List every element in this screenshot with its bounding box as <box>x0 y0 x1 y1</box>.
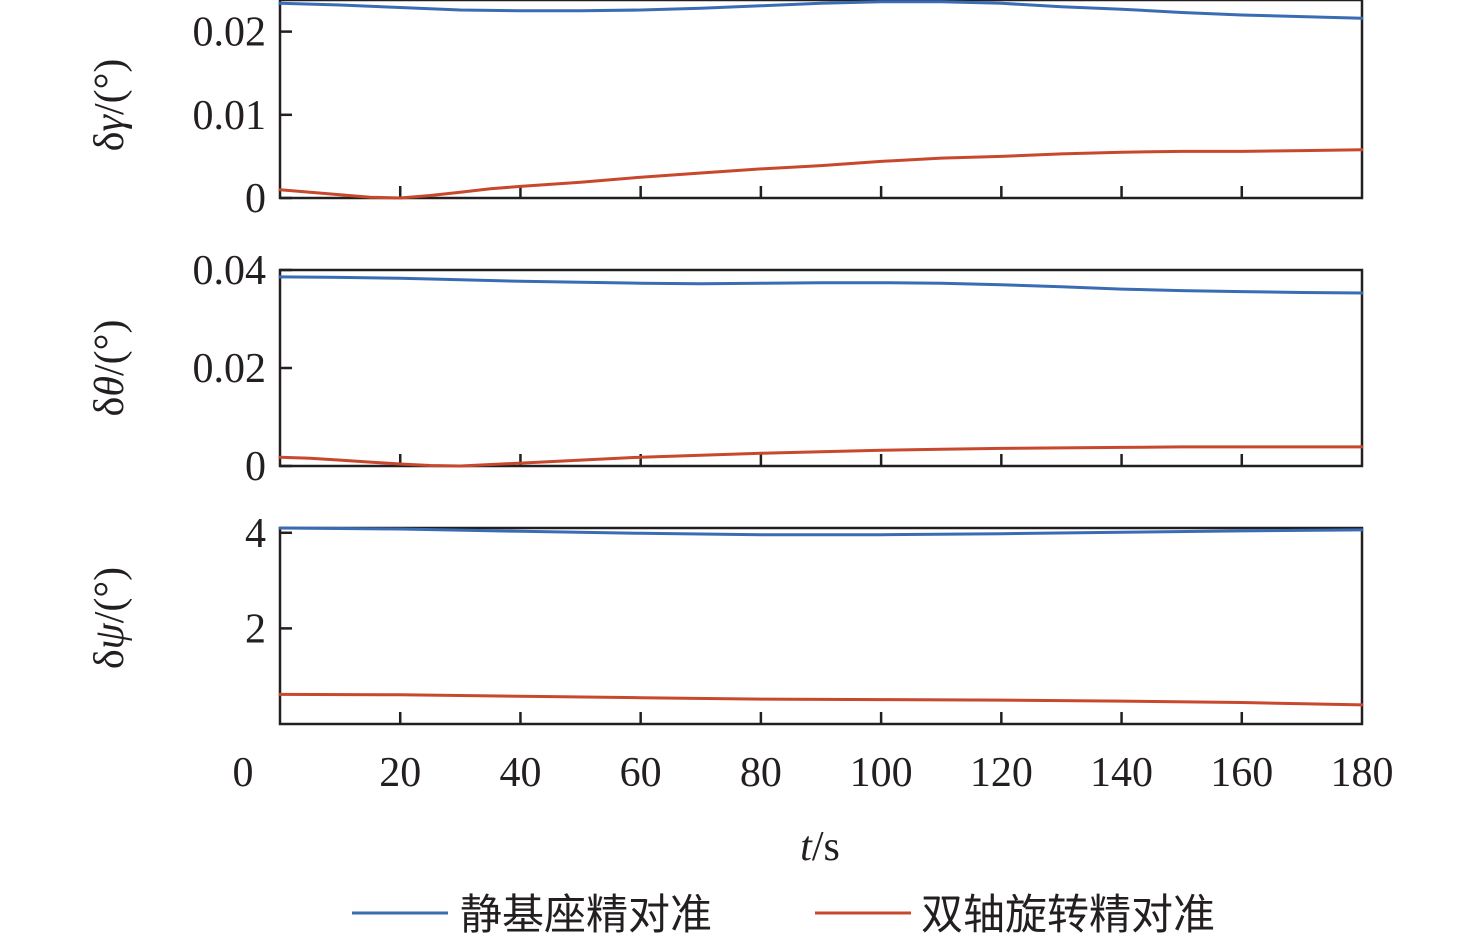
y-tick-label: 0.02 <box>193 346 267 392</box>
plot-frame <box>278 0 1364 200</box>
y-axis-label: δθ/(°) <box>87 320 133 417</box>
x-tick-label: 20 <box>379 750 421 796</box>
x-tick-label: 140 <box>1090 750 1153 796</box>
series-line-blue <box>278 0 1364 20</box>
y-axis-label: δγ/(°) <box>87 59 133 152</box>
y-tick-label: 0.02 <box>193 10 267 56</box>
y-axis-label-unit: /(°) <box>87 320 133 376</box>
x-tick-label: 160 <box>1210 750 1273 796</box>
y-axis-label-prefix: δ <box>87 649 133 669</box>
plot-frame <box>278 526 1364 726</box>
x-tick-label: 180 <box>1331 750 1394 796</box>
y-axis-label-symbol: θ <box>87 376 133 397</box>
y-axis-label-prefix: δ <box>87 132 133 152</box>
x-axis-label-unit: /s <box>812 824 840 870</box>
y-axis-label-unit: /(°) <box>87 59 133 115</box>
y-tick-label: 0 <box>245 444 266 490</box>
series-line-blue <box>278 526 1364 537</box>
series-line-blue <box>278 275 1364 295</box>
series-line-red <box>278 148 1364 200</box>
y-axis-label-symbol: γ <box>87 114 133 132</box>
x-tick-label: 100 <box>850 750 913 796</box>
x-tick-label: 80 <box>740 750 782 796</box>
y-axis-label-symbol: ψ <box>87 622 133 649</box>
panel-2: 0 0.02 0.04 δθ/(°) <box>87 248 1364 490</box>
y-axis-label: δψ/(°) <box>87 567 133 669</box>
plot-frame <box>278 268 1364 468</box>
y-tick-label: 2 <box>245 606 266 652</box>
y-tick-label: 0 <box>245 176 266 222</box>
series-line-red <box>278 445 1364 468</box>
panel-1: 0 0.01 0.02 δγ/(°) <box>87 0 1364 222</box>
x-axis: 0 20 40 60 80 100 120 140 160 180 t/s <box>233 750 1394 870</box>
x-tick-label: 40 <box>499 750 541 796</box>
legend: 静基座精对准 双轴旋转精对准 <box>352 890 1215 939</box>
x-tick-label: 0 <box>233 750 254 796</box>
legend-label: 静基座精对准 <box>460 890 712 939</box>
series-line-red <box>278 692 1364 707</box>
x-tick-label: 60 <box>620 750 662 796</box>
x-axis-label: t/s <box>800 824 840 870</box>
y-axis-label-unit: /(°) <box>87 567 133 623</box>
x-tick-label: 120 <box>970 750 1033 796</box>
panel-3: 2 4 δψ/(°) <box>87 511 1364 726</box>
y-tick-label: 4 <box>245 511 266 557</box>
legend-label: 双轴旋转精对准 <box>921 890 1215 939</box>
y-axis-label-prefix: δ <box>87 397 133 417</box>
y-tick-label: 0.01 <box>193 93 267 139</box>
y-tick-label: 0.04 <box>193 248 267 294</box>
x-axis-label-var: t <box>800 824 813 870</box>
